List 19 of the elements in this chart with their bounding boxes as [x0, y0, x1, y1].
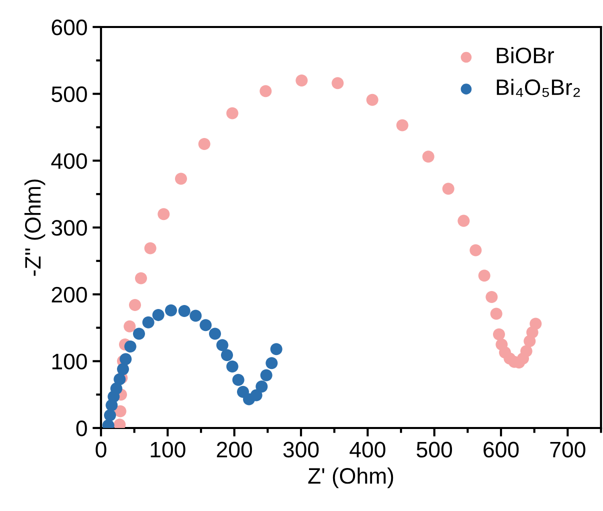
x-tick-label: 200 — [216, 442, 252, 458]
y-tick-label: 200 — [52, 286, 87, 303]
x-tick-label: 600 — [484, 442, 519, 458]
y-tick-label: 500 — [52, 86, 87, 102]
x-tick-label: 0 — [96, 442, 106, 458]
x-tick-label: 400 — [350, 442, 386, 458]
legend-label: Bi₄O₅Br₂ — [496, 78, 580, 97]
y-tick-label: 400 — [51, 153, 87, 169]
y-tick-label: 600 — [52, 20, 87, 36]
legend-label: BiOBr — [496, 47, 554, 64]
y-tick-label: 300 — [52, 220, 87, 236]
x-tick-label: 500 — [416, 442, 452, 458]
y-tick-label: 100 — [52, 354, 87, 370]
x-tick-label: 300 — [283, 442, 319, 458]
x-tick-label: 100 — [150, 442, 186, 458]
y-tick-label: 0 — [76, 420, 87, 436]
x-tick-label: 700 — [550, 442, 586, 458]
x-axis-title: Z' (Ohm) — [308, 467, 394, 488]
y-axis-title: -Z'' (Ohm) — [24, 180, 46, 276]
